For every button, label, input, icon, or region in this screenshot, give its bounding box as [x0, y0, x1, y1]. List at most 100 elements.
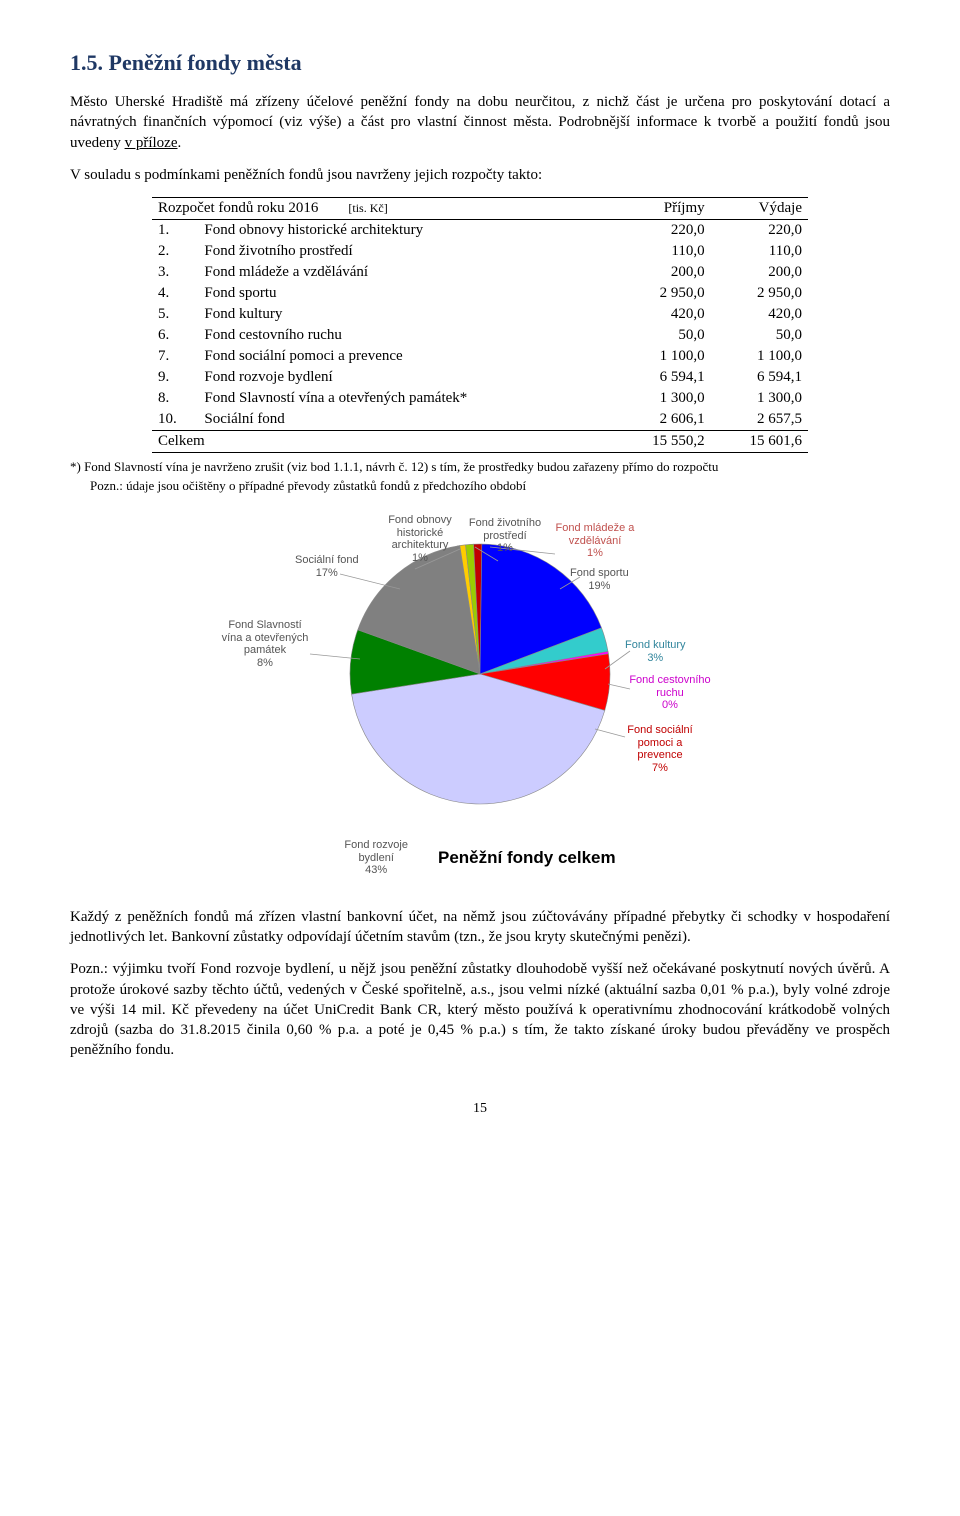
- row-vydaje: 2 657,5: [711, 409, 808, 431]
- row-num: 3.: [152, 262, 198, 283]
- lbl-pct: 1%: [465, 542, 545, 555]
- col-vydaje: Výdaje: [711, 198, 808, 220]
- lbl-pct: 17%: [295, 567, 359, 580]
- lbl-text: Fond životního prostředí: [469, 517, 541, 542]
- lbl-pct: 3%: [625, 652, 686, 665]
- lbl-line: bydlení: [358, 852, 393, 864]
- row-vydaje: 420,0: [711, 304, 808, 325]
- row-vydaje: 200,0: [711, 262, 808, 283]
- row-prijmy: 50,0: [613, 325, 710, 346]
- lbl-text: Fond kultury: [625, 639, 686, 651]
- pie-label-obnovy: Fond obnovy historické architektury 1%: [380, 514, 460, 565]
- chart-caption-row: Fond rozvoje bydlení 43% Peněžní fondy c…: [200, 839, 760, 877]
- row-vydaje: 220,0: [711, 220, 808, 242]
- body-paragraph-4: Pozn.: výjimku tvoří Fond rozvoje bydlen…: [70, 959, 890, 1060]
- pie-label-cestovniho: Fond cestovního ruchu 0%: [625, 674, 715, 712]
- pie-label-socialni-pomoci: Fond sociální pomoci a prevence 7%: [620, 724, 700, 775]
- row-prijmy: 2 606,1: [613, 409, 710, 431]
- pie-label-kultury: Fond kultury 3%: [625, 639, 686, 664]
- lbl-text: Fond obnovy historické architektury: [388, 514, 452, 551]
- pie-label-sportu: Fond sportu 19%: [570, 567, 629, 592]
- table-row: 4.Fond sportu2 950,02 950,0: [152, 283, 808, 304]
- pie-label-socialni-fond: Sociální fond 17%: [295, 554, 359, 579]
- row-num: 7.: [152, 346, 198, 367]
- table-row: 3.Fond mládeže a vzdělávání200,0200,0: [152, 262, 808, 283]
- appendix-link[interactable]: v příloze: [125, 135, 178, 151]
- row-prijmy: 1 100,0: [613, 346, 710, 367]
- row-vydaje: 2 950,0: [711, 283, 808, 304]
- footnote-2: Pozn.: údaje jsou očištěny o případné př…: [70, 478, 890, 494]
- table-title: Rozpočet fondů roku 2016: [158, 200, 318, 216]
- lbl-line: Fond rozvoje: [344, 839, 408, 851]
- table-total-row: Celkem 15 550,2 15 601,6: [152, 431, 808, 453]
- lbl-text: Fond sociální pomoci a prevence: [627, 724, 692, 761]
- row-vydaje: 6 594,1: [711, 367, 808, 388]
- row-num: 8.: [152, 388, 198, 409]
- chart-title: Peněžní fondy celkem: [438, 848, 616, 868]
- row-prijmy: 2 950,0: [613, 283, 710, 304]
- pie-label-zivotni: Fond životního prostředí 1%: [465, 517, 545, 555]
- lbl-text: Fond Slavností vína a otevřených památek: [222, 619, 309, 656]
- row-vydaje: 1 300,0: [711, 388, 808, 409]
- lbl-pct: 1%: [550, 547, 640, 560]
- row-num: 10.: [152, 409, 198, 431]
- intro-text-b: .: [177, 135, 181, 151]
- row-name: Fond cestovního ruchu: [198, 325, 613, 346]
- lbl-pct: 7%: [620, 762, 700, 775]
- lbl-text: Fond cestovního ruchu: [629, 674, 710, 699]
- row-prijmy: 6 594,1: [613, 367, 710, 388]
- table-unit: [tis. Kč]: [348, 201, 387, 215]
- lbl-pct: 1%: [380, 552, 460, 565]
- row-name: Fond mládeže a vzdělávání: [198, 262, 613, 283]
- intro-paragraph: Město Uherské Hradiště má zřízeny účelov…: [70, 92, 890, 153]
- lbl-text: Fond sportu: [570, 567, 629, 579]
- table-row: 5.Fond kultury420,0420,0: [152, 304, 808, 325]
- row-vydaje: 1 100,0: [711, 346, 808, 367]
- row-num: 4.: [152, 283, 198, 304]
- row-prijmy: 110,0: [613, 241, 710, 262]
- lbl-pct: 0%: [625, 699, 715, 712]
- row-name: Fond Slavností vína a otevřených památek…: [198, 388, 613, 409]
- total-label: Celkem: [152, 431, 613, 453]
- col-prijmy: Příjmy: [613, 198, 710, 220]
- row-name: Fond obnovy historické architektury: [198, 220, 613, 242]
- lbl-pct: 8%: [220, 657, 310, 670]
- table-row: 7.Fond sociální pomoci a prevence1 100,0…: [152, 346, 808, 367]
- body-paragraph-3: Každý z peněžních fondů má zřízen vlastn…: [70, 907, 890, 948]
- section-heading: 1.5. Peněžní fondy města: [70, 50, 890, 76]
- lbl-pct: 19%: [570, 580, 629, 593]
- row-vydaje: 110,0: [711, 241, 808, 262]
- table-row: 2.Fond životního prostředí110,0110,0: [152, 241, 808, 262]
- pie-label-mladeze: Fond mládeže a vzdělávání 1%: [550, 522, 640, 560]
- pie-chart: Sociální fond 17% Fond obnovy historické…: [200, 519, 760, 877]
- row-name: Fond kultury: [198, 304, 613, 325]
- row-name: Fond sportu: [198, 283, 613, 304]
- table-row: 6.Fond cestovního ruchu50,050,0: [152, 325, 808, 346]
- pie-label-slavnosti: Fond Slavností vína a otevřených památek…: [220, 619, 310, 670]
- pie-label-rozvoje: Fond rozvoje bydlení 43%: [344, 839, 408, 877]
- row-num: 6.: [152, 325, 198, 346]
- row-name: Fond životního prostředí: [198, 241, 613, 262]
- row-name: Fond rozvoje bydlení: [198, 367, 613, 388]
- row-prijmy: 220,0: [613, 220, 710, 242]
- row-name: Sociální fond: [198, 409, 613, 431]
- lbl-text: Fond mládeže a vzdělávání: [556, 522, 635, 547]
- total-prijmy: 15 550,2: [613, 431, 710, 453]
- lbl-line: 43%: [365, 864, 387, 876]
- footnote-1: *) Fond Slavností vína je navrženo zruši…: [70, 459, 890, 475]
- row-num: 2.: [152, 241, 198, 262]
- budget-table: Rozpočet fondů roku 2016 [tis. Kč] Příjm…: [152, 197, 808, 453]
- table-header-row: Rozpočet fondů roku 2016 [tis. Kč] Příjm…: [152, 198, 808, 220]
- row-prijmy: 420,0: [613, 304, 710, 325]
- table-row: 9.Fond rozvoje bydlení6 594,16 594,1: [152, 367, 808, 388]
- row-num: 5.: [152, 304, 198, 325]
- table-row: 8.Fond Slavností vína a otevřených památ…: [152, 388, 808, 409]
- total-vydaje: 15 601,6: [711, 431, 808, 453]
- intro-text-a: Město Uherské Hradiště má zřízeny účelov…: [70, 94, 890, 151]
- table-row: 10.Sociální fond2 606,12 657,5: [152, 409, 808, 431]
- row-num: 9.: [152, 367, 198, 388]
- table-intro: V souladu s podmínkami peněžních fondů j…: [70, 165, 890, 185]
- page-number: 15: [70, 1101, 890, 1117]
- row-prijmy: 200,0: [613, 262, 710, 283]
- row-name: Fond sociální pomoci a prevence: [198, 346, 613, 367]
